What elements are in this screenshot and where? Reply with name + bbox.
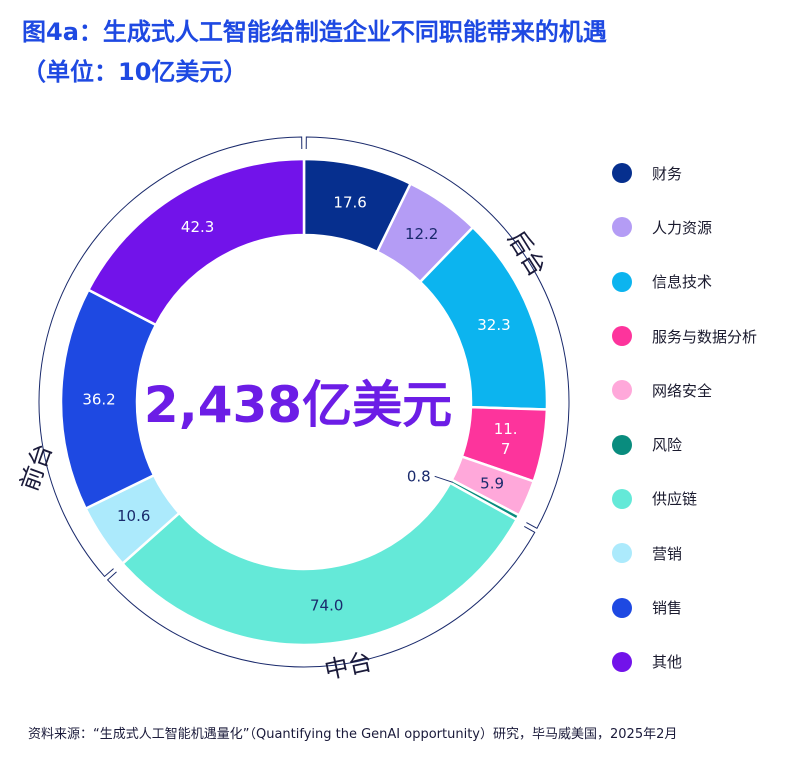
- legend-item: 信息技术: [612, 255, 802, 309]
- legend-item: 销售: [612, 580, 802, 634]
- bracket-middle: [106, 526, 536, 668]
- legend-swatch: [612, 543, 632, 564]
- legend: 财务人力资源信息技术服务与数据分析 网络安全风险供应链营销销售其他: [612, 146, 802, 689]
- chart-title-line1: 图4a：生成式人工智能给制造企业不同职能带来的机遇: [22, 18, 607, 46]
- legend-label: 财务: [652, 164, 683, 183]
- slice-value-label: 11. 7: [494, 420, 518, 458]
- legend-label: 服务与数据分析: [652, 327, 758, 346]
- donut-slices: [59, 157, 549, 647]
- slice-10: [86, 157, 306, 327]
- legend-swatch: [612, 326, 632, 347]
- legend-label: 人力资源: [652, 218, 713, 237]
- legend-swatch: [612, 434, 632, 455]
- legend-swatch: [612, 163, 632, 184]
- group-brackets: [38, 136, 570, 668]
- chart-title-line2: （单位：10亿美元）: [22, 58, 248, 86]
- legend-item: 网络安全: [612, 363, 802, 417]
- legend-swatch: [612, 488, 632, 509]
- legend-swatch: [612, 651, 632, 672]
- legend-item: 人力资源: [612, 200, 802, 254]
- slice-value-label: 17.6: [333, 193, 366, 211]
- legend-item: 其他: [612, 635, 802, 689]
- slice-7: [120, 481, 519, 647]
- bracket-front: [38, 136, 303, 578]
- legend-label: 供应链: [652, 490, 698, 509]
- slice-value-label: 12.2: [405, 225, 438, 243]
- source-note: 资料来源：“生成式人工智能机遇量化”（Quantifying the GenAI…: [28, 727, 678, 742]
- legend-swatch: [612, 271, 632, 292]
- slice-labels: 17.6 12.2 32.3 11. 7 5.9 0.8 74.0 10.6 36.2 42.3: [82, 193, 517, 614]
- chart-title: 图4a：生成式人工智能给制造企业不同职能带来的机遇 （单位：10亿美元）: [22, 12, 792, 92]
- slice-value-label: 10.6: [117, 507, 150, 525]
- legend-label: 信息技术: [652, 273, 713, 292]
- legend-swatch: [612, 380, 632, 401]
- legend-label: 风险: [652, 436, 683, 455]
- legend-item: 风险: [612, 417, 802, 471]
- legend-label: 营销: [652, 544, 683, 563]
- slice-value-label: 36.2: [82, 390, 115, 408]
- slice-value-label: 0.8: [407, 467, 431, 485]
- legend-swatch: [612, 597, 632, 618]
- legend-label: 网络安全: [652, 381, 713, 400]
- bracket-back: [305, 136, 570, 529]
- legend-item: 营销: [612, 526, 802, 580]
- legend-label: 其他: [652, 653, 683, 672]
- legend-item: 服务与数据分析: [612, 309, 802, 363]
- center-total: 2,438亿美元: [144, 376, 452, 434]
- group-label-middle: 中台: [322, 647, 375, 684]
- legend-swatch: [612, 217, 632, 238]
- slice-value-label: 42.3: [181, 218, 214, 236]
- legend-item: 财务: [612, 146, 802, 200]
- slice-value-label: 74.0: [310, 597, 343, 615]
- slice-value-label: 32.3: [477, 316, 510, 334]
- legend-label: 销售: [652, 599, 683, 618]
- slice-value-label: 5.9: [480, 474, 504, 492]
- slice-leader-line: [434, 475, 453, 483]
- group-label-front: 前台: [15, 440, 58, 495]
- legend-item: 供应链: [612, 472, 802, 526]
